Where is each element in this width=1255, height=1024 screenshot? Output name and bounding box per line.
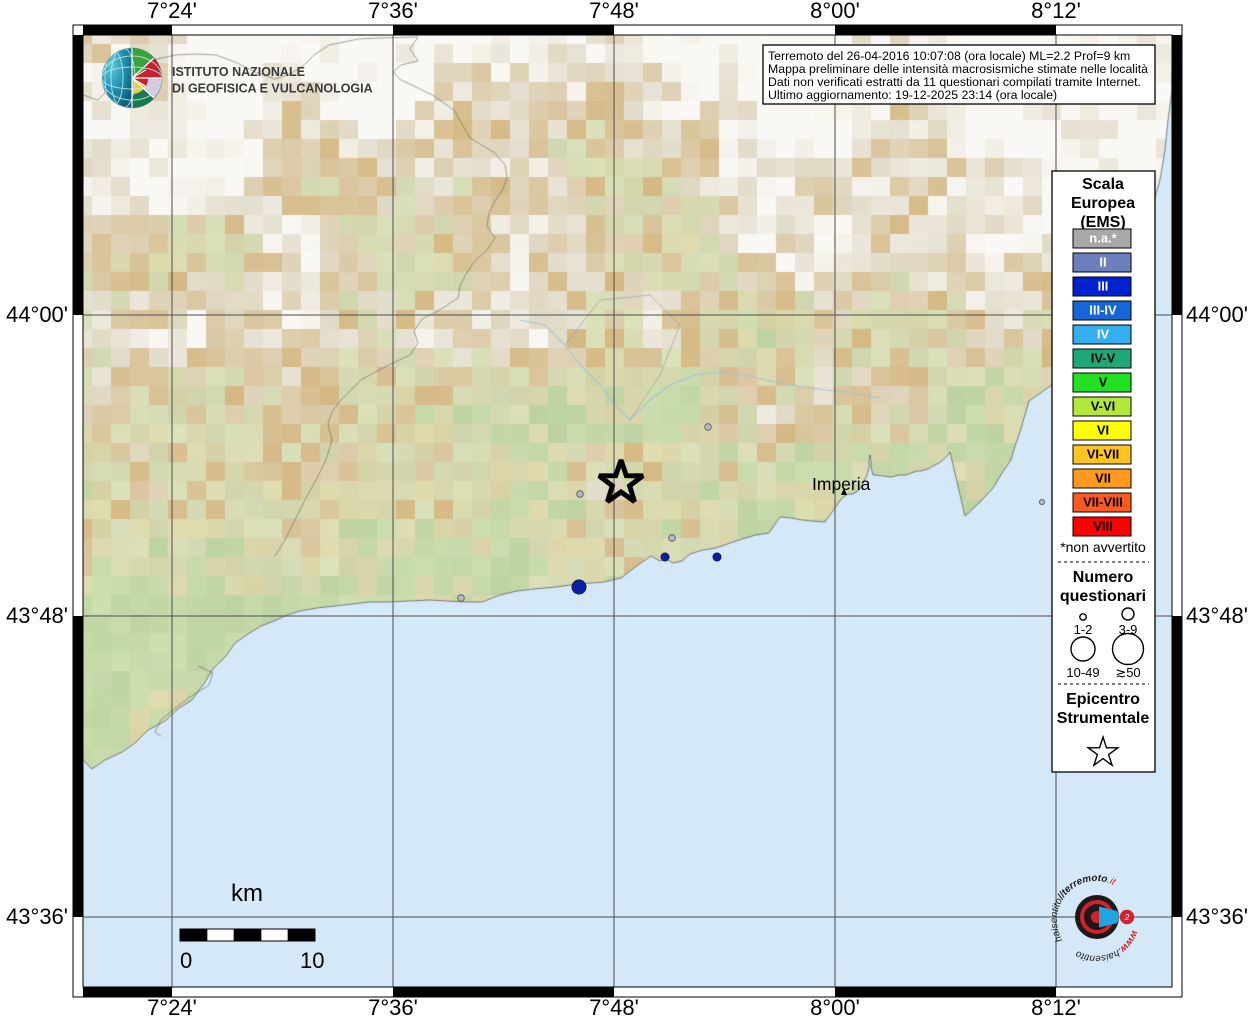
svg-text:7°24': 7°24' bbox=[147, 995, 197, 1020]
svg-text:VII: VII bbox=[1095, 471, 1111, 486]
svg-text:VI-VII: VI-VII bbox=[1087, 447, 1120, 462]
svg-text:Ultimo aggiornamento: 19-12-20: Ultimo aggiornamento: 19-12-2025 23:14 (… bbox=[768, 88, 1057, 102]
svg-text:Terremoto del 26-04-2016 10:07: Terremoto del 26-04-2016 10:07:08 (ora l… bbox=[768, 49, 1130, 63]
svg-text:7°36': 7°36' bbox=[368, 0, 418, 23]
svg-text:8°12': 8°12' bbox=[1031, 995, 1081, 1020]
svg-text:43°36': 43°36' bbox=[6, 904, 68, 929]
svg-text:Europea: Europea bbox=[1071, 195, 1135, 212]
svg-text:VIII: VIII bbox=[1093, 519, 1113, 534]
svg-text:7°24': 7°24' bbox=[147, 0, 197, 23]
svg-text:8°00': 8°00' bbox=[810, 0, 860, 23]
svg-text:1-2: 1-2 bbox=[1074, 622, 1093, 637]
svg-text:(EMS): (EMS) bbox=[1080, 214, 1125, 231]
svg-text:IV-V: IV-V bbox=[1091, 351, 1116, 366]
svg-text:Dati non verificati estratti d: Dati non verificati estratti da 11 quest… bbox=[768, 75, 1141, 89]
svg-text:7°36': 7°36' bbox=[368, 995, 418, 1020]
svg-text:10: 10 bbox=[300, 948, 324, 973]
svg-text:III-IV: III-IV bbox=[1089, 303, 1117, 318]
svg-text:≳50: ≳50 bbox=[1115, 665, 1140, 680]
svg-text:VII-VIII: VII-VIII bbox=[1083, 495, 1123, 510]
svg-text:2: 2 bbox=[1124, 912, 1130, 922]
svg-text:II: II bbox=[1099, 255, 1106, 270]
svg-text:n.a.*: n.a.* bbox=[1089, 231, 1117, 246]
svg-text:44°00': 44°00' bbox=[6, 302, 68, 327]
svg-text:10-49: 10-49 bbox=[1066, 665, 1099, 680]
svg-text:III: III bbox=[1098, 279, 1109, 294]
svg-text:Imperia: Imperia bbox=[812, 474, 871, 494]
svg-text:Scala: Scala bbox=[1082, 176, 1124, 193]
svg-text:43°36': 43°36' bbox=[1186, 904, 1248, 929]
svg-text:8°00': 8°00' bbox=[810, 995, 860, 1020]
svg-text:km: km bbox=[231, 880, 263, 907]
svg-text:VI: VI bbox=[1097, 423, 1109, 438]
svg-text:3-9: 3-9 bbox=[1119, 622, 1138, 637]
svg-text:8°12': 8°12' bbox=[1031, 0, 1081, 23]
svg-text:7°48': 7°48' bbox=[589, 995, 639, 1020]
svg-text:questionari: questionari bbox=[1060, 588, 1146, 605]
svg-text:*non avvertito: *non avvertito bbox=[1060, 539, 1146, 555]
svg-text:Epicentro: Epicentro bbox=[1066, 691, 1140, 708]
svg-text:Mappa preliminare delle intens: Mappa preliminare delle intensità macros… bbox=[768, 62, 1148, 76]
svg-text:V-VI: V-VI bbox=[1091, 399, 1116, 414]
svg-text:ISTITUTO NAZIONALE: ISTITUTO NAZIONALE bbox=[172, 64, 305, 79]
svg-text:44°00': 44°00' bbox=[1186, 302, 1248, 327]
svg-text:Numero: Numero bbox=[1073, 569, 1134, 586]
svg-text:IV: IV bbox=[1097, 327, 1110, 342]
svg-text:DI GEOFISICA E VULCANOLOGIA: DI GEOFISICA E VULCANOLOGIA bbox=[172, 80, 373, 95]
svg-text:V: V bbox=[1099, 375, 1108, 390]
svg-text:7°48': 7°48' bbox=[589, 0, 639, 23]
svg-text:43°48': 43°48' bbox=[1186, 603, 1248, 628]
svg-text:43°48': 43°48' bbox=[6, 603, 68, 628]
svg-text:0: 0 bbox=[180, 948, 192, 973]
svg-text:Strumentale: Strumentale bbox=[1057, 710, 1150, 727]
